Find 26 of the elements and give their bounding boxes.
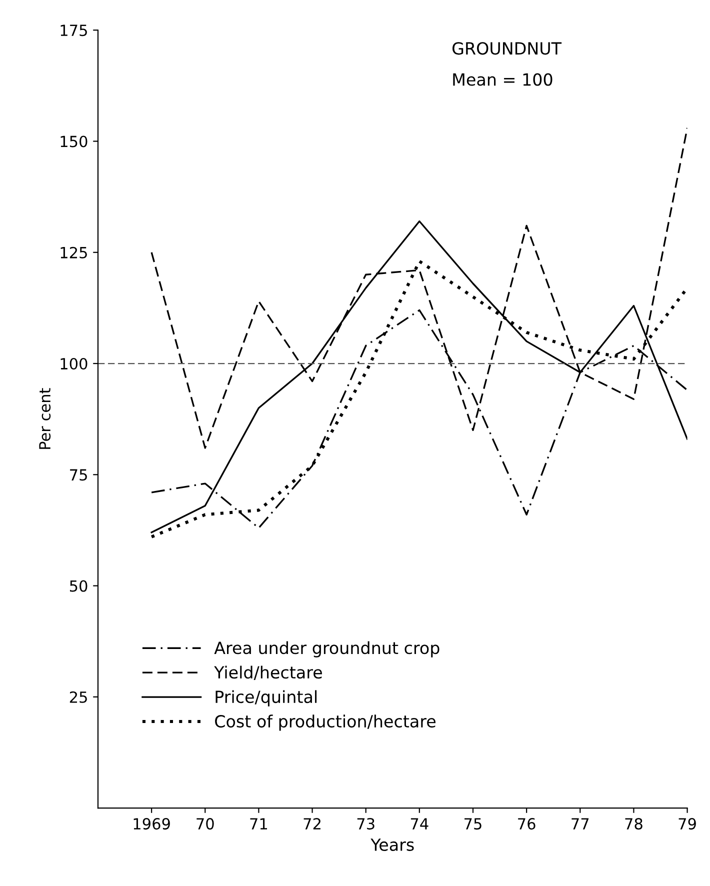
x-tick-label: 78 [625,818,642,830]
legend-label: Price/quintal [216,690,317,706]
x-tick-label: 71 [250,818,268,830]
x-tick-label: 74 [410,818,428,830]
y-axis-title: Per cent [39,388,51,449]
y-tick-label: 25 [70,691,87,703]
x-tick-label: 73 [357,818,374,830]
x-axis-title: Years [370,838,414,851]
legend-label: Yield/hectare [214,666,322,680]
x-tick-label: 77 [572,818,589,830]
x-tick-label: 1969 [134,818,170,830]
x-tick-label: 70 [196,818,214,830]
text: GROUNDNUT [452,42,562,55]
y-tick-label: 125 [60,246,87,258]
y-tick-label: 150 [60,136,88,148]
y-tick-label: 75 [70,469,87,481]
y-tick-label: 100 [60,358,88,370]
text: Mean = 100 [453,73,552,86]
x-tick-label: 72 [304,818,320,830]
legend-label: Cost of production/hectare [215,714,436,731]
legend-label: Area under groundnut crop [214,641,440,658]
x-tick-label: 79 [678,818,696,830]
x-tick-label: 76 [518,818,536,830]
y-tick-label: 50 [70,580,88,592]
y-tick-label: 175 [60,24,87,36]
x-tick-label: 75 [464,818,482,830]
